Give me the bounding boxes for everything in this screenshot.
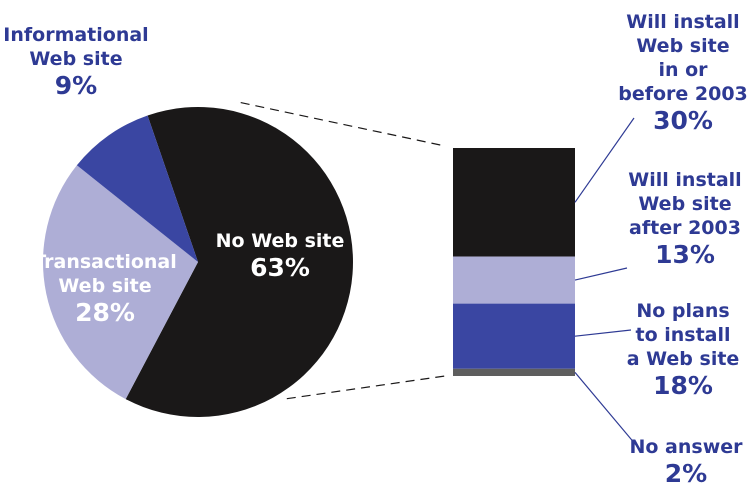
pie-label-transactional-web-site-name-line: Transactional — [33, 251, 177, 273]
pie-label-transactional-web-site-percent: 28% — [75, 298, 135, 327]
pie-chart — [42, 106, 353, 417]
bar-label-no-plans-to-install-a-web-site-percent: 18% — [653, 371, 713, 400]
bar-label-will-install-web-site-in-or-before-2003-name-line: in or — [658, 59, 708, 81]
bar-label-no-plans-to-install-a-web-site-name-line: No plans — [636, 300, 729, 322]
pie-slice-no-web-site — [125, 106, 353, 417]
bar-label-will-install-web-site-after-2003-name-line: Will install — [628, 169, 741, 191]
bar-label-no-answer-percent: 2% — [665, 459, 707, 487]
pie-label-informational-web-site-name-line: Web site — [29, 48, 122, 70]
bar-label-no-plans-to-install-a-web-site-name-line: to install — [635, 324, 730, 346]
bar-segment-will-install-web-site-after-2003 — [453, 256, 575, 304]
leader-line-no-plans-to-install-a-web-site — [574, 329, 632, 337]
bar-segment-no-answer — [453, 368, 575, 376]
leader-lines — [574, 117, 637, 446]
pie-slice-transactional-web-site — [42, 165, 199, 400]
pie-slice-informational-web-site — [76, 115, 198, 262]
stacked-bar — [453, 148, 575, 376]
bar-label-will-install-web-site-after-2003-name-line: after 2003 — [629, 217, 741, 239]
leader-line-will-install-web-site-after-2003 — [574, 267, 628, 281]
pie-label-informational-web-site-percent: 9% — [55, 71, 97, 100]
bar-label-will-install-web-site-in-or-before-2003-name-line: Will install — [626, 11, 739, 33]
bar-label-no-plans-to-install-a-web-site-name-line: a Web site — [627, 348, 740, 370]
bar-label-will-install-web-site-after-2003-name-line: Web site — [638, 193, 731, 215]
pie-label-informational-web-site-name-line: Informational — [3, 24, 148, 46]
pie-to-bar-connectors — [240, 102, 446, 400]
connector-line-top — [240, 102, 446, 147]
connector-line-bottom — [286, 375, 446, 400]
bar-label-will-install-web-site-in-or-before-2003-percent: 30% — [653, 106, 713, 135]
pie-label-no-web-site-name-line: No Web site — [216, 230, 345, 252]
leader-line-no-answer — [574, 372, 637, 446]
leader-line-will-install-web-site-in-or-before-2003 — [574, 117, 635, 203]
pie-label-transactional-web-site-name-line: Web site — [58, 275, 151, 297]
bar-label-will-install-web-site-in-or-before-2003-name-line: before 2003 — [618, 83, 748, 105]
bar-label-will-install-web-site-after-2003-percent: 13% — [655, 240, 715, 269]
bar-segment-will-install-web-site-in-or-before-2003 — [453, 148, 575, 257]
bar-segment-no-plans-to-install-a-web-site — [453, 303, 575, 369]
pie-label-no-web-site-percent: 63% — [250, 253, 310, 282]
bar-label-will-install-web-site-in-or-before-2003-name-line: Web site — [636, 35, 729, 57]
bar-label-no-answer-name-line: No answer — [629, 436, 743, 458]
